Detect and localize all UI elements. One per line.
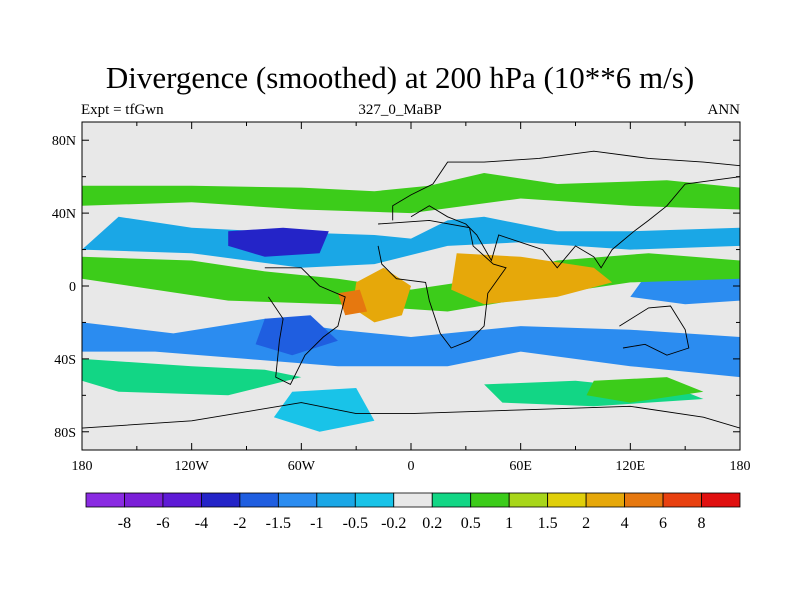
season-label: ANN: [707, 102, 741, 118]
divergence-field: [82, 173, 740, 432]
colorbar-swatch: [316, 492, 356, 508]
colorbar-label: -0.5: [343, 515, 368, 532]
pos-south-green: [82, 358, 302, 396]
colorbar-swatch: [431, 492, 472, 508]
colorbar-label: 1: [505, 515, 513, 532]
colorbar-swatch: [277, 492, 318, 508]
colorbar-label: -1.5: [266, 515, 291, 532]
case-label: 327_0_MaBP: [358, 102, 442, 118]
neg-core-north: [228, 227, 329, 257]
coastlines: [82, 150, 740, 429]
colorbar-swatch: [470, 492, 510, 508]
colorbar-label: 8: [698, 515, 706, 532]
colorbar-label: 2: [582, 515, 590, 532]
lat-tick-label: 80N: [52, 134, 76, 149]
antarctic-coast: [82, 402, 740, 429]
neg-band-north: [82, 216, 740, 268]
colorbar-label: -4: [195, 515, 208, 532]
lat-tick-label: 0: [69, 280, 76, 295]
colorbar-label: -8: [118, 515, 131, 532]
colorbar-swatch: [701, 492, 741, 508]
colorbar: -8 -6 -4 -2 -1.5 -1 -0.5 -0.2 0.2 0.5 1 1.5 2 4 6 8: [85, 492, 741, 532]
colorbar-label: 0.2: [422, 515, 442, 532]
neg-southwest-pool: [255, 315, 338, 356]
colorbar-swatch: [508, 492, 549, 508]
colorbar-label: 6: [659, 515, 667, 532]
colorbar-label: -6: [156, 515, 169, 532]
eurasia-coast: [392, 150, 740, 269]
lon-tick-label: 60W: [288, 459, 316, 474]
pos-south-east-patch: [586, 377, 704, 403]
colorbar-label: 0.5: [461, 515, 481, 532]
lon-tick-label: 0: [408, 459, 415, 474]
colorbar-label: -1: [310, 515, 323, 532]
colorbar-label: -2: [233, 515, 246, 532]
colorbar-label: -0.2: [381, 515, 406, 532]
africa-coast: [377, 219, 507, 349]
colorbar-swatch: [124, 492, 164, 508]
colorbar-swatch: [162, 492, 202, 508]
pos-yellow-asia: [451, 253, 613, 305]
south-america-coast: [264, 267, 346, 386]
lat-tick-label: 80S: [54, 426, 76, 441]
colorbar-label: 1.5: [538, 515, 558, 532]
lon-tick-label: 120W: [175, 459, 210, 474]
colorbar-label: 4: [621, 515, 629, 532]
colorbar-swatch: [201, 492, 241, 508]
colorbar-swatch: [393, 492, 433, 508]
plot-title: Divergence (smoothed) at 200 hPa (10**6 …: [105, 60, 695, 95]
map-axes: 80N 40N 0 40S 80S 180 120W 60W 0 60E 120E 180: [52, 122, 751, 474]
lat-tick-label: 40S: [54, 353, 76, 368]
pos-yellow-africa: [352, 267, 411, 323]
experiment-label: Expt = tfGwn: [81, 102, 164, 118]
neg-south-ice: [273, 388, 375, 432]
colorbar-swatch: [354, 492, 395, 508]
colorbar-swatch: [547, 492, 587, 508]
pos-red-spot: [337, 289, 368, 316]
lon-tick-label: 120E: [616, 459, 646, 474]
colorbar-swatch: [239, 492, 279, 508]
colorbar-swatch: [624, 492, 664, 508]
colorbar-swatch: [585, 492, 625, 508]
colorbar-swatch: [85, 492, 125, 508]
pos-green-north: [82, 173, 740, 214]
lat-tick-label: 40N: [52, 207, 76, 222]
lon-tick-label: 180: [730, 459, 751, 474]
lon-tick-label: 180: [72, 459, 93, 474]
neg-south-band: [82, 318, 740, 378]
australia-coast: [619, 305, 690, 356]
colorbar-swatch: [662, 492, 702, 508]
lon-tick-label: 60E: [509, 459, 532, 474]
